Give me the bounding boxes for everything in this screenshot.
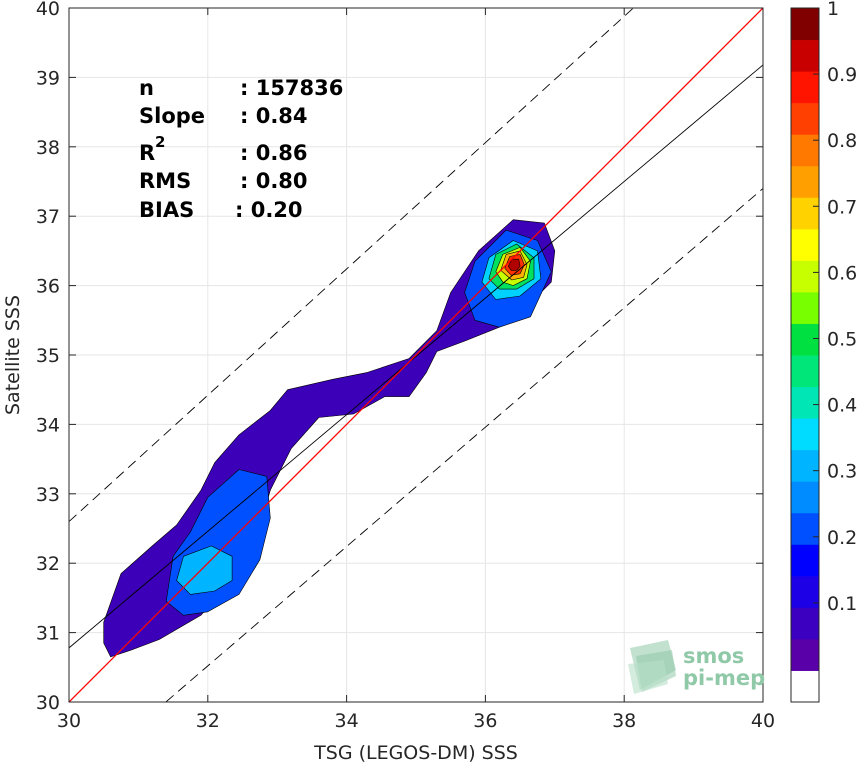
colorbar-band-8 [791, 418, 819, 451]
x-tick-label-4: 38 [612, 710, 636, 732]
stat-r2-value: : 0.86 [240, 141, 308, 165]
x-tick-label-2: 34 [335, 710, 359, 732]
colorbar-tick-label-0: 0.1 [827, 593, 857, 615]
colorbar-tick-label-1: 0.2 [827, 527, 857, 549]
colorbar-band-6 [791, 481, 819, 514]
y-tick-label-4: 34 [36, 414, 60, 436]
colorbar-band-7 [791, 449, 819, 482]
colorbar-tick-label-8: 0.9 [827, 64, 857, 86]
y-tick-label-5: 35 [36, 345, 60, 367]
colorbar-tick-label-4: 0.5 [827, 328, 857, 350]
colorbar-band-10 [791, 355, 819, 388]
x-tick-label-3: 36 [473, 710, 497, 732]
y-tick-label-7: 37 [36, 206, 60, 228]
stat-bias-label: BIAS [139, 198, 194, 222]
stat-slope-value: : 0.84 [240, 104, 308, 128]
colorbar-band-2 [791, 607, 819, 640]
colorbar-band-19 [791, 71, 819, 104]
colorbar-band-9 [791, 386, 819, 419]
x-tick-label-0: 30 [57, 710, 81, 732]
y-tick-label-2: 32 [36, 553, 60, 575]
colorbar-tick-label-3: 0.4 [827, 395, 857, 417]
watermark-line2: pi-mep [683, 666, 765, 690]
smos-pimep-watermark: smos pi-mep [628, 640, 765, 694]
colorbar [791, 8, 819, 703]
y-tick-label-9: 39 [36, 67, 60, 89]
stat-n-value: : 157836 [240, 76, 343, 100]
stat-r2-label: R [139, 141, 155, 165]
colorbar-band-1 [791, 638, 819, 671]
y-axis-label: Satellite SSS [2, 295, 24, 415]
colorbar-band-5 [791, 512, 819, 545]
stat-rms-value: : 0.80 [240, 169, 308, 193]
colorbar-band-17 [791, 134, 819, 167]
colorbar-tick-label-2: 0.3 [827, 461, 857, 483]
colorbar-band-11 [791, 323, 819, 356]
colorbar-band-0 [791, 670, 819, 703]
x-tick-label-5: 40 [751, 710, 775, 732]
colorbar-tick-label-5: 0.6 [827, 262, 857, 284]
watermark-line1: smos [683, 644, 744, 668]
y-tick-label-6: 36 [36, 276, 60, 298]
x-axis-label: TSG (LEGOS-DM) SSS [313, 742, 518, 764]
colorbar-band-14 [791, 228, 819, 261]
colorbar-band-13 [791, 260, 819, 293]
stat-slope-label: Slope [139, 104, 205, 128]
lower-bound-line [165, 188, 763, 702]
regression-line [69, 64, 763, 649]
y-tick-label-8: 38 [36, 137, 60, 159]
stat-rms-label: RMS [139, 169, 191, 193]
colorbar-band-21 [791, 8, 819, 41]
fit-lines [69, 8, 763, 702]
colorbar-band-4 [791, 544, 819, 577]
colorbar-band-20 [791, 39, 819, 72]
colorbar-frame [790, 7, 820, 703]
y-tick-label-10: 40 [36, 0, 60, 20]
colorbar-ticks: 0.1 0.2 0.3 0.4 0.5 0.6 0.7 0.8 0.9 1 [813, 0, 857, 615]
y-tick-label-1: 31 [36, 623, 60, 645]
stats-annotation: n : 157836 Slope : 0.84 R 2 : 0.86 RMS :… [139, 76, 343, 222]
y-axis-ticks: 30 31 32 33 34 35 36 37 38 39 40 [36, 0, 763, 714]
y-tick-label-3: 33 [36, 484, 60, 506]
upper-bound-line [69, 8, 635, 522]
colorbar-band-15 [791, 197, 819, 230]
density-contour-2 [176, 545, 233, 595]
colorbar-tick-label-6: 0.7 [827, 196, 857, 218]
colorbar-band-16 [791, 165, 819, 198]
stat-bias-value: : 0.20 [235, 198, 303, 222]
identity-line [69, 8, 763, 702]
stat-n-label: n [139, 76, 154, 100]
x-tick-label-1: 32 [196, 710, 220, 732]
colorbar-band-18 [791, 102, 819, 135]
stat-r2-superscript: 2 [155, 133, 165, 151]
smos-logo-icon [628, 640, 676, 694]
y-tick-label-0: 30 [36, 692, 60, 714]
colorbar-tick-label-9: 1 [827, 0, 839, 20]
colorbar-tick-label-7: 0.8 [827, 130, 857, 152]
x-axis-ticks: 30 32 34 36 38 40 [57, 8, 775, 732]
colorbar-band-12 [791, 291, 819, 324]
